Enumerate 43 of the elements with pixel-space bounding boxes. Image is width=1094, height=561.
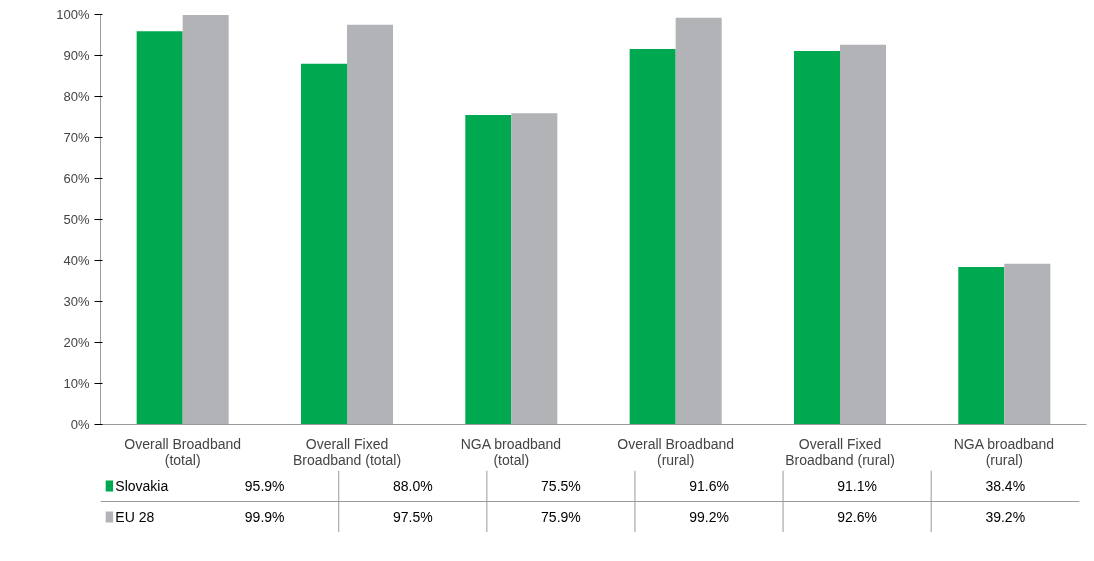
bar bbox=[1004, 263, 1051, 425]
data-label: 38.4% bbox=[985, 478, 1026, 494]
data-label: 91.6% bbox=[689, 478, 729, 494]
y-tick-label: 10% bbox=[63, 376, 90, 391]
bar bbox=[675, 17, 722, 425]
y-tick-label: 40% bbox=[63, 253, 90, 268]
bar bbox=[465, 114, 512, 425]
bar bbox=[347, 24, 394, 425]
data-label: 39.2% bbox=[985, 509, 1026, 525]
x-tick-label: Overall Broadband (total) bbox=[124, 435, 242, 468]
y-tick-label: 50% bbox=[63, 212, 90, 227]
data-label: 99.2% bbox=[689, 509, 729, 525]
y-tick-label: 20% bbox=[63, 335, 90, 350]
y-tick-label: 100% bbox=[56, 7, 90, 22]
bar bbox=[840, 44, 887, 425]
data-label: 91.1% bbox=[837, 478, 877, 494]
data-label: 75.5% bbox=[541, 478, 581, 494]
y-tick-label: 80% bbox=[63, 89, 90, 104]
y-tick-label: 60% bbox=[63, 171, 90, 186]
bar bbox=[793, 50, 840, 425]
data-label: 99.9% bbox=[244, 509, 285, 525]
data-label: 97.5% bbox=[392, 509, 433, 525]
y-tick-label: 0% bbox=[70, 417, 90, 432]
bar bbox=[136, 31, 183, 425]
x-tick-label: Overall Fixed Broadband (rural) bbox=[785, 435, 895, 468]
data-label: 75.9% bbox=[541, 509, 581, 525]
x-tick-label: NGA broadband (rural) bbox=[953, 435, 1055, 468]
bar bbox=[958, 267, 1005, 425]
legend-label: Slovakia bbox=[115, 478, 169, 494]
data-label: 95.9% bbox=[244, 478, 285, 494]
bar bbox=[511, 113, 558, 425]
y-tick-label: 30% bbox=[63, 294, 90, 309]
x-tick-label: Overall Fixed Broadband (total) bbox=[292, 435, 402, 468]
data-label: 88.0% bbox=[392, 478, 433, 494]
y-tick-label: 90% bbox=[63, 48, 90, 63]
bar bbox=[629, 48, 676, 425]
bar bbox=[300, 63, 347, 425]
legend-label: EU 28 bbox=[115, 509, 155, 525]
x-tick-label: Overall Broadband (rural) bbox=[617, 435, 735, 468]
bar bbox=[182, 14, 229, 425]
x-tick-label: NGA broadband (total) bbox=[460, 435, 562, 468]
y-tick-label: 70% bbox=[63, 130, 90, 145]
data-label: 92.6% bbox=[837, 509, 877, 525]
